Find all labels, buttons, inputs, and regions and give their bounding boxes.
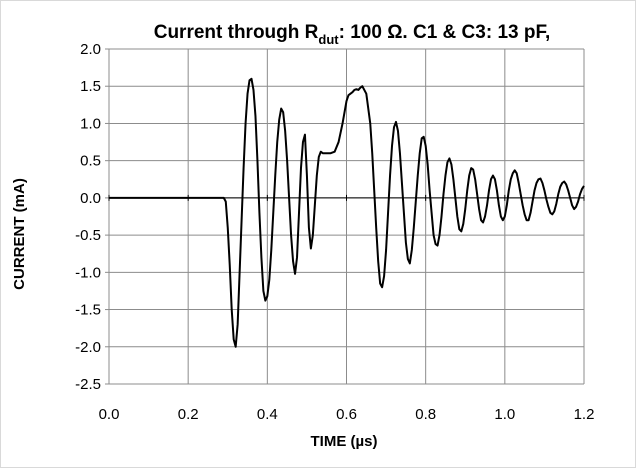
y-tick-label: -1.5 xyxy=(75,302,101,319)
x-tick-label: 0.6 xyxy=(336,406,357,423)
y-tick-labels: 2.0 1.5 1.0 0.5 0.0 -0.5 -1.0 -1.5 -2.0 -2.5 xyxy=(75,41,101,393)
x-tick-label: 0.2 xyxy=(178,406,199,423)
y-tick-label: -0.5 xyxy=(75,227,101,244)
x-tick-label: 0.0 xyxy=(99,406,120,423)
y-tick-label: -1.0 xyxy=(75,264,101,281)
x-tick-label: 0.8 xyxy=(415,406,436,423)
y-tick-label: 0.5 xyxy=(80,153,101,170)
y-axis-title: CURRENT (mA) xyxy=(11,178,28,290)
y-tick-label: 1.0 xyxy=(80,115,101,132)
chart-title-rest: : 100 Ω. C1 & C3: 13 pF, xyxy=(339,22,551,43)
chart-title-subscript: dut xyxy=(318,32,339,47)
y-tick-label: -2.0 xyxy=(75,339,101,356)
y-tick-label: 1.5 xyxy=(80,78,101,95)
x-tick-label: 1.0 xyxy=(494,406,515,423)
x-tick-label: 1.2 xyxy=(574,406,595,423)
chart-title-main: Current through R xyxy=(154,22,319,43)
y-tick-label: -2.5 xyxy=(75,376,101,393)
x-tick-labels: 0.0 0.2 0.4 0.6 0.8 1.0 1.2 xyxy=(99,406,595,423)
x-tick-label: 0.4 xyxy=(257,406,278,423)
current-series-line xyxy=(109,77,585,348)
chart-title: Current through Rdut: 100 Ω. C1 & C3: 13… xyxy=(154,22,551,47)
axes xyxy=(105,48,585,385)
y-tick-label: 2.0 xyxy=(80,41,101,58)
x-axis-title: TIME (µs) xyxy=(311,433,378,450)
y-tick-label: 0.0 xyxy=(80,190,101,207)
